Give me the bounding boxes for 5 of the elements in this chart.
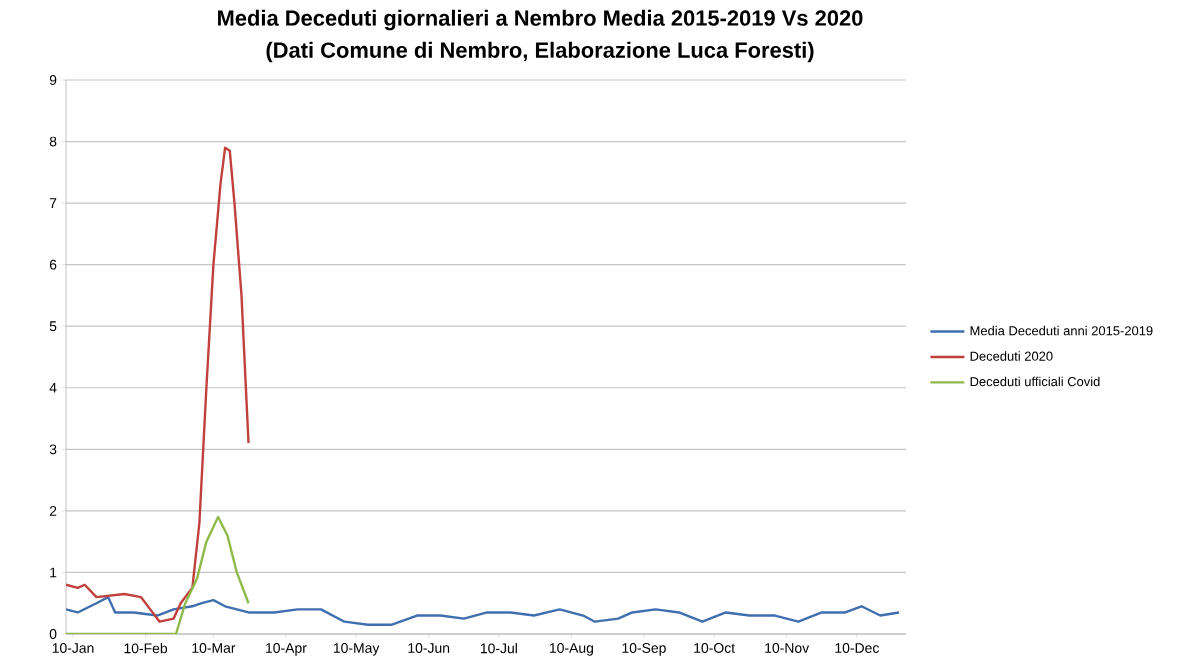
line-series (66, 515, 250, 634)
chart-title: Media Deceduti giornalieri a Nembro Media 2015-2019 Vs 2020 (218, 9, 863, 31)
chart-subtitle: (Dati Comune di Nembro, Elaborazione Luca Foresti) (266, 41, 814, 63)
line-series (66, 595, 901, 626)
line-series (66, 146, 250, 623)
